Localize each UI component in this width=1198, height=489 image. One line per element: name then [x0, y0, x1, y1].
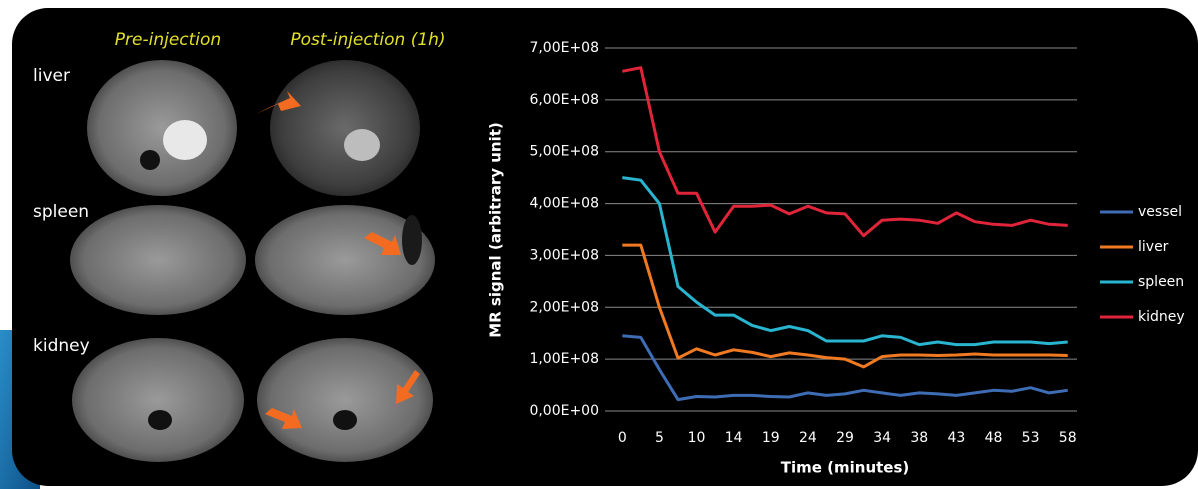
series-line — [622, 334, 1068, 402]
x-tick-label: 0 — [618, 430, 627, 446]
mri-image — [270, 60, 420, 196]
row-label: kidney — [33, 336, 90, 356]
mri-detail — [163, 120, 207, 160]
mri-images — [70, 60, 435, 462]
mri-detail — [344, 129, 380, 161]
x-tick-label: 5 — [655, 430, 664, 446]
arrows — [256, 91, 420, 429]
column-title: Pre-injection — [115, 30, 221, 50]
x-tick-label: 14 — [725, 430, 743, 446]
y-tick-label: 3,00E+08 — [529, 247, 599, 263]
series-line — [622, 243, 1068, 369]
legend-label: vessel — [1138, 204, 1182, 220]
mri-image — [70, 205, 246, 315]
mri-detail — [148, 410, 172, 430]
arrow — [396, 370, 420, 404]
y-tick-label: 2,00E+08 — [529, 299, 599, 315]
x-axis-title: Time (minutes) — [781, 459, 910, 477]
arrow — [364, 232, 401, 255]
legend-label: liver — [1138, 239, 1169, 255]
mri-detail — [402, 215, 422, 265]
row-label: liver — [33, 66, 70, 86]
x-tick-label: 38 — [910, 430, 928, 446]
mri-detail — [333, 410, 357, 430]
arrow — [265, 408, 302, 429]
x-tick-label: 10 — [688, 430, 706, 446]
column-title: Post-injection (1h) — [290, 30, 445, 50]
x-tick-label: 19 — [762, 430, 780, 446]
x-tick-label: 24 — [799, 430, 817, 446]
mri-image — [72, 338, 244, 462]
x-tick-label: 34 — [873, 430, 891, 446]
y-axis-title: MR signal (arbitrary unit) — [487, 122, 505, 338]
mri-image — [87, 60, 237, 196]
legend-label: kidney — [1138, 309, 1185, 325]
y-tick-label: 6,00E+08 — [529, 92, 599, 108]
row-label: spleen — [33, 202, 89, 222]
chart: 0,00E+00 1,00E+08 2,00E+08 3,00E+08 4,00E+08… — [529, 40, 1184, 446]
y-tick-label: 5,00E+08 — [529, 144, 599, 160]
x-tick-label: 53 — [1022, 430, 1040, 446]
y-tick-label: 1,00E+08 — [529, 351, 599, 367]
mri-image — [255, 205, 435, 315]
y-tick-label: 4,00E+08 — [529, 196, 599, 212]
series-line — [622, 66, 1068, 238]
mri-image — [257, 338, 433, 462]
arrow — [256, 91, 301, 114]
x-tick-label: 58 — [1059, 430, 1077, 446]
x-tick-label: 43 — [947, 430, 965, 446]
series-line — [622, 176, 1068, 347]
legend-label: spleen — [1138, 274, 1184, 290]
mri-detail — [140, 150, 160, 170]
x-tick-label: 29 — [836, 430, 854, 446]
y-tick-label: 0,00E+00 — [529, 403, 599, 419]
y-tick-label: 7,00E+08 — [529, 40, 599, 56]
x-tick-label: 48 — [985, 430, 1003, 446]
